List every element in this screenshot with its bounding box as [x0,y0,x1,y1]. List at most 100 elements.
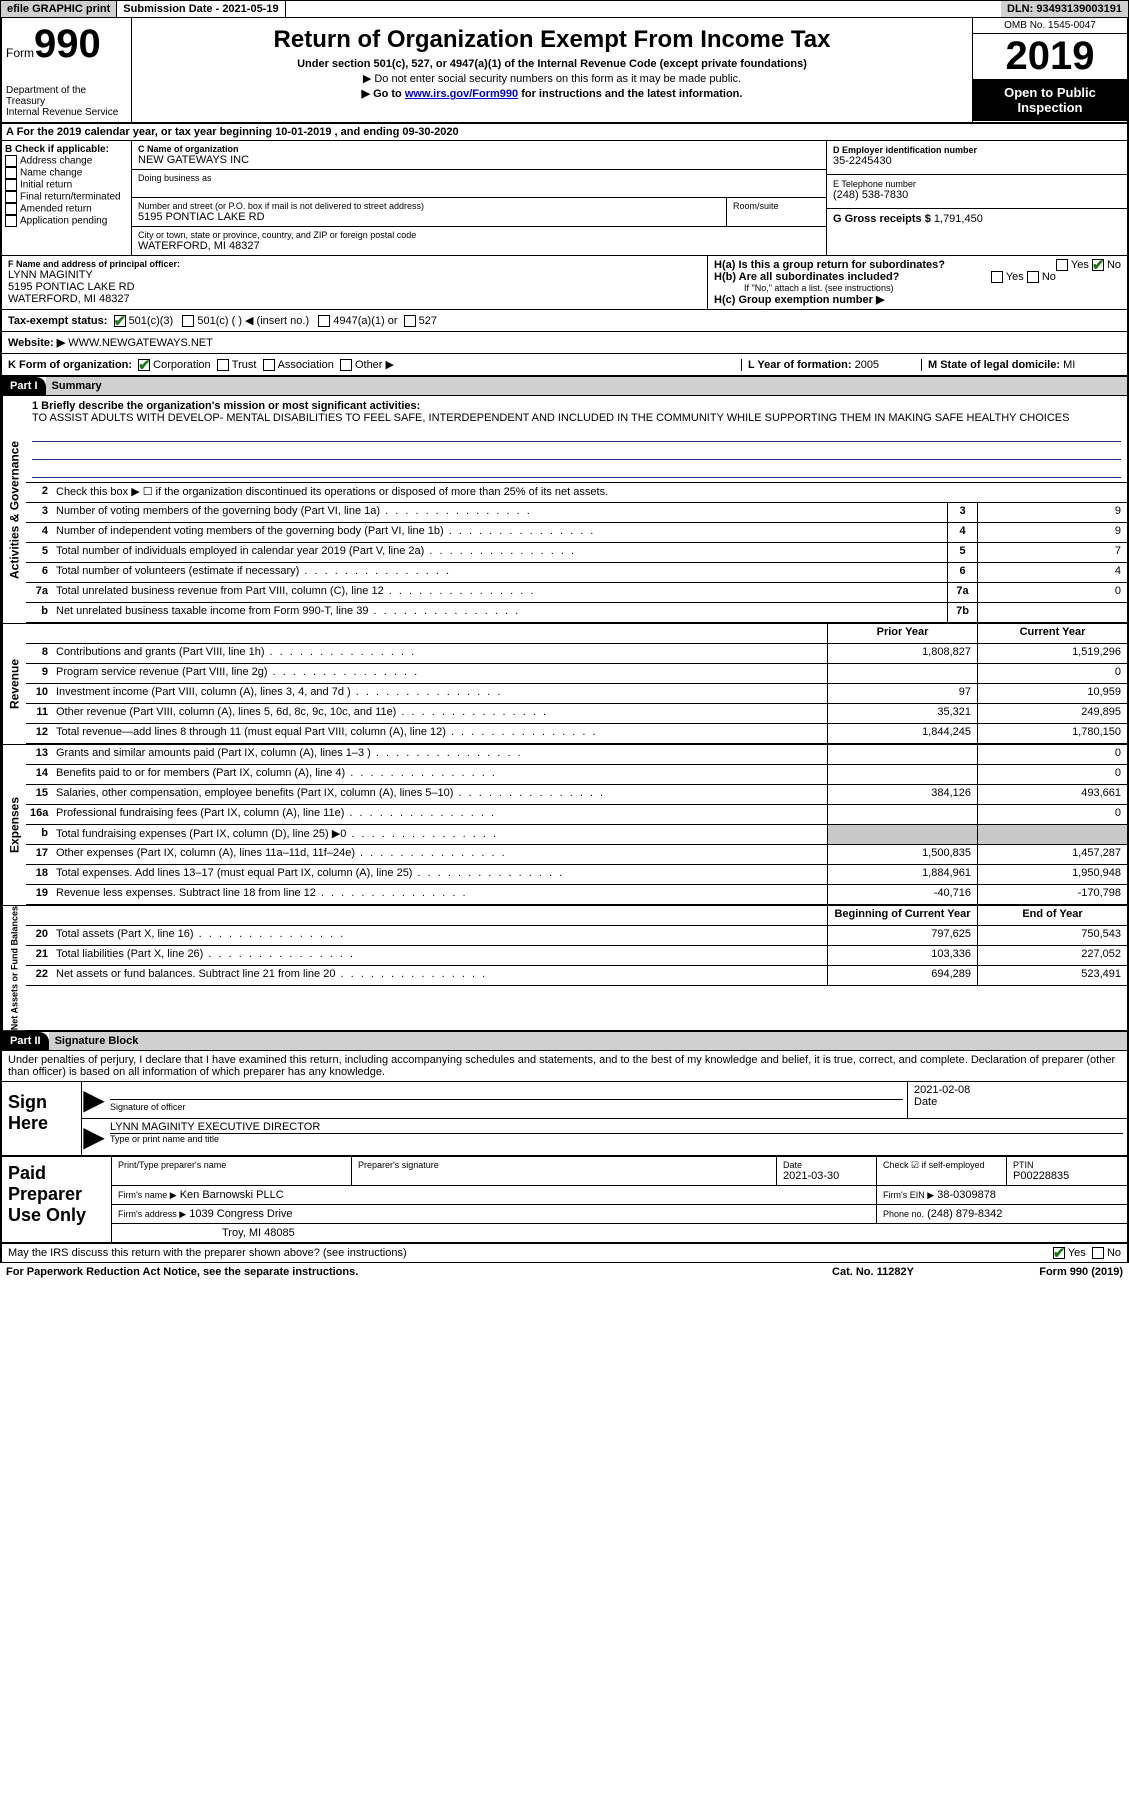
sig-date-lbl: Date [914,1096,1121,1108]
data-row: 20Total assets (Part X, line 16)797,6257… [26,926,1127,946]
k-corp: Corporation [153,359,210,371]
i-501c-check[interactable] [182,315,194,327]
hc-row: H(c) Group exemption number ▶ [714,293,1121,306]
ha-row: H(a) Is this a group return for subordin… [714,259,1121,271]
submission-date: Submission Date - 2021-05-19 [116,1,285,17]
preparer-lbl: Paid Preparer Use Only [2,1157,112,1242]
subtitle-3: ▶ Go to www.irs.gov/Form990 for instruct… [136,87,968,100]
data-row: 13Grants and similar amounts paid (Part … [26,745,1127,765]
b-opt-name[interactable]: Name change [5,167,128,179]
i-527: 527 [419,315,437,327]
k-corp-check[interactable] [138,359,150,371]
ein: 35-2245430 [833,155,1121,167]
c-name-row: C Name of organization NEW GATEWAYS INC [132,141,826,170]
irs-link[interactable]: www.irs.gov/Form990 [405,88,518,100]
footer-right: Form 990 (2019) [973,1266,1123,1278]
data-row: 18Total expenses. Add lines 13–17 (must … [26,865,1127,885]
e-lbl: E Telephone number [833,179,1121,189]
hb-no[interactable]: No [1042,271,1056,283]
discuss-no-check[interactable] [1092,1247,1104,1259]
footer-mid: Cat. No. 11282Y [773,1266,973,1278]
i-501c3: 501(c)(3) [129,315,174,327]
b-opt-initial[interactable]: Initial return [5,179,128,191]
open-to-public: Open to Public Inspection [973,79,1127,121]
i-lbl: Tax-exempt status: [8,315,107,327]
c-addr-lbl: Number and street (or P.O. box if mail i… [138,201,720,211]
data-row: 8Contributions and grants (Part VIII, li… [26,644,1127,664]
c-dba-lbl: Doing business as [138,173,820,183]
g-lbl: G Gross receipts $ [833,213,931,225]
mission-text: TO ASSIST ADULTS WITH DEVELOP- MENTAL DI… [32,412,1121,424]
sig-name: LYNN MAGINITY EXECUTIVE DIRECTOR [110,1121,1123,1134]
b-opt-address[interactable]: Address change [5,155,128,167]
part2-tag: Part II [2,1032,49,1050]
hb-note: If "No," attach a list. (see instruction… [714,283,1121,293]
prep-row2: Firm's name ▶ Ken Barnowski PLLC Firm's … [112,1186,1127,1205]
firm-name-lbl: Firm's name ▶ [118,1190,177,1200]
discuss-yes-check[interactable] [1053,1247,1065,1259]
ptin-lbl: PTIN [1013,1160,1121,1170]
k-trust: Trust [232,359,257,371]
dln: DLN: 93493139003191 [1001,1,1128,17]
c-city-lbl: City or town, state or province, country… [138,230,820,240]
header-left: Form990 Department of the Treasury Inter… [2,18,132,122]
prep-selfemp[interactable]: Check ☑ if self-employed [883,1160,1000,1171]
omb-number: OMB No. 1545-0047 [973,18,1127,34]
i-527-check[interactable] [404,315,416,327]
hb-row: H(b) Are all subordinates included? Yes … [714,271,1121,283]
phone: (248) 538-7830 [833,189,1121,201]
ha-yes[interactable]: Yes [1071,259,1089,271]
col-h: H(a) Is this a group return for subordin… [707,256,1127,309]
boy-eoy-header: Beginning of Current Year End of Year [26,906,1127,926]
i-501c3-check[interactable] [114,315,126,327]
prep-row3: Firm's address ▶ 1039 Congress Drive Pho… [112,1205,1127,1224]
part1-header: Part I Summary [0,377,1129,396]
tab-revenue: Revenue [2,624,26,744]
data-row: 22Net assets or fund balances. Subtract … [26,966,1127,986]
firm-phone: (248) 879-8342 [927,1208,1002,1220]
dept-label: Department of the Treasury Internal Reve… [6,85,127,118]
data-row: 15Salaries, other compensation, employee… [26,785,1127,805]
b-opt-pending[interactable]: Application pending [5,215,128,227]
gov-row: 4Number of independent voting members of… [26,523,1127,543]
k-assoc-check[interactable] [263,359,275,371]
tab-governance: Activities & Governance [2,396,26,623]
k-other: Other ▶ [355,359,394,371]
i-4947-check[interactable] [318,315,330,327]
data-row: 14Benefits paid to or for members (Part … [26,765,1127,785]
b-opt-final[interactable]: Final return/terminated [5,191,128,203]
caret-icon-2: ▶ [82,1119,106,1155]
header-mid: Return of Organization Exempt From Incom… [132,18,972,122]
efile-label[interactable]: efile GRAPHIC print [1,1,116,17]
sig-name-lbl: Type or print name and title [110,1134,1123,1144]
discuss-no: No [1107,1247,1121,1259]
block-fh: F Name and address of principal officer:… [0,256,1129,310]
data-row: 11Other revenue (Part VIII, column (A), … [26,704,1127,724]
ptin: P00228835 [1013,1170,1121,1182]
goto-suffix: for instructions and the latest informat… [518,88,742,100]
sig-date: 2021-02-08 [914,1084,1121,1096]
tab-expenses: Expenses [2,745,26,905]
d-lbl: D Employer identification number [833,145,1121,155]
k-trust-check[interactable] [217,359,229,371]
org-city: WATERFORD, MI 48327 [138,240,820,252]
col-de: D Employer identification number 35-2245… [827,141,1127,255]
ha-no[interactable]: No [1107,259,1121,271]
data-row: 16aProfessional fundraising fees (Part I… [26,805,1127,825]
mission-box: 1 Briefly describe the organization's mi… [26,396,1127,483]
m-lbl: M State of legal domicile: [928,359,1060,371]
data-row: 12Total revenue—add lines 8 through 11 (… [26,724,1127,744]
penalty-text: Under penalties of perjury, I declare th… [0,1051,1129,1082]
officer-name: LYNN MAGINITY [8,269,701,281]
domicile: MI [1063,359,1075,371]
i-4947: 4947(a)(1) or [333,315,397,327]
col-f: F Name and address of principal officer:… [2,256,707,309]
prep-row4: Troy, MI 48085 [112,1224,1127,1242]
hb-yes[interactable]: Yes [1006,271,1024,283]
i-501c: 501(c) ( ) ◀ (insert no.) [197,315,309,327]
row-i: Tax-exempt status: 501(c)(3) 501(c) ( ) … [0,310,1129,332]
k-other-check[interactable] [340,359,352,371]
d-row: D Employer identification number 35-2245… [827,141,1127,175]
b-opt-amended[interactable]: Amended return [5,203,128,215]
year-formation: 2005 [855,359,879,371]
